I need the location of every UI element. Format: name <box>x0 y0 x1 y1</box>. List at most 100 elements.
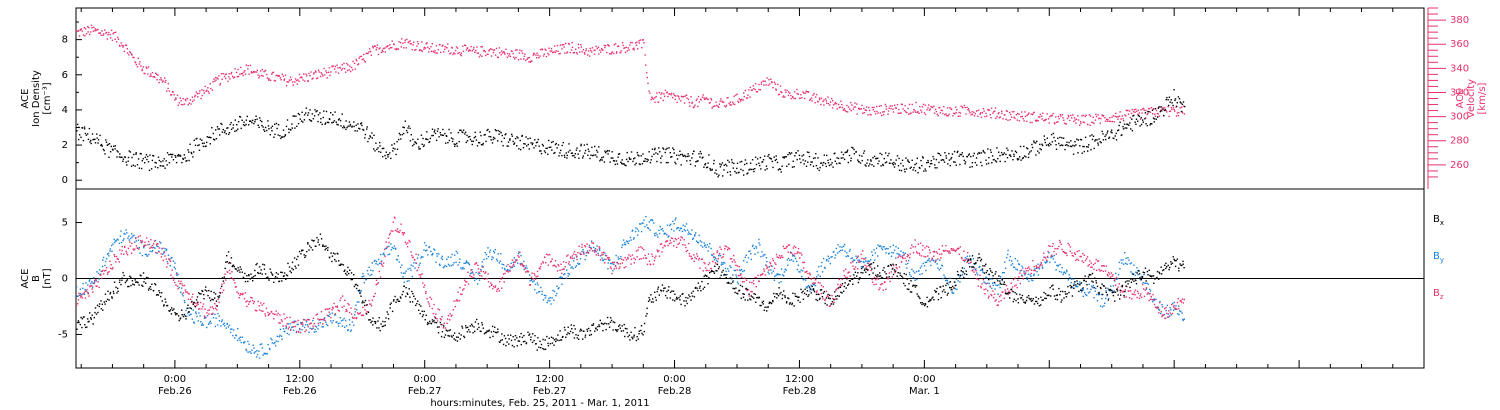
b-series-Bz-point <box>279 314 281 316</box>
velocity-series-point <box>160 77 162 79</box>
b-series-By-point <box>1126 263 1128 265</box>
b-series-Bz-point <box>182 284 184 287</box>
b-series-Bz-point <box>919 242 922 244</box>
b-series-Bz-point <box>250 296 252 299</box>
b-series-Bz-point <box>415 253 417 255</box>
velocity-series-point <box>283 78 286 80</box>
b-series-By-point <box>789 259 791 262</box>
b-series-By-point <box>301 328 303 331</box>
velocity-series-point <box>317 69 320 71</box>
velocity-series-point <box>243 71 245 73</box>
b-series-By-point <box>1096 293 1098 296</box>
b-series-By-point <box>137 239 140 241</box>
b-series-By-point <box>221 320 223 323</box>
density-series-point <box>322 116 324 119</box>
density-series-point <box>432 134 434 137</box>
velocity-series-point <box>1179 107 1181 109</box>
b-series-By-point <box>436 255 438 257</box>
b-series-By-point <box>413 262 415 264</box>
density-series-point <box>132 164 135 166</box>
b-series-Bz-point <box>533 272 535 275</box>
density-series-point <box>672 147 674 149</box>
b-series-By-point <box>621 244 624 246</box>
b-series-By-point <box>856 256 859 258</box>
b-series-By-point <box>423 242 426 244</box>
density-series-point <box>458 140 460 143</box>
b-series-Bz-point <box>903 254 905 256</box>
density-series-point <box>534 139 536 141</box>
b-series-By-point <box>478 279 481 281</box>
b-series-By-point <box>631 230 633 232</box>
velocity-series-point <box>1013 116 1015 118</box>
velocity-series-point <box>823 99 825 101</box>
b-series-Bz-point <box>800 252 802 254</box>
b-series-Bz-point <box>792 247 794 249</box>
b-series-By-point <box>983 281 985 283</box>
density-series-point <box>431 134 433 137</box>
b-series-By-point <box>664 232 667 235</box>
b-series-Bz-point <box>84 297 87 299</box>
density-series-point <box>450 132 452 134</box>
b-series-Bz-point <box>482 271 485 273</box>
density-series-point <box>107 143 109 146</box>
density-series-point <box>456 145 458 147</box>
b-series-Bz-point <box>797 251 799 253</box>
b-series-By-point <box>599 255 602 257</box>
velocity-series-point <box>666 91 668 93</box>
b-series-By-point <box>639 223 641 225</box>
velocity-series-point <box>80 28 83 30</box>
velocity-series-point <box>571 41 573 44</box>
b-series-Bz-point <box>893 264 895 267</box>
b-series-By-point <box>398 261 400 263</box>
density-series-point <box>1064 148 1066 151</box>
density-series-point <box>1135 118 1138 120</box>
velocity-series-point <box>937 114 939 117</box>
b-series-By-point <box>628 240 630 242</box>
velocity-series-point <box>158 81 160 84</box>
density-series-point <box>146 158 148 161</box>
velocity-series-point <box>471 50 473 52</box>
b-series-Bz-point <box>618 267 620 270</box>
velocity-series-point <box>214 80 216 82</box>
b-series-By-point <box>672 220 674 223</box>
density-series-point <box>259 117 261 119</box>
velocity-series-point <box>1063 119 1065 121</box>
b-series-By-point <box>355 304 357 306</box>
b-series-Bz-point <box>375 279 378 281</box>
velocity-series-point <box>81 30 83 32</box>
velocity-series-point <box>772 87 774 89</box>
b-series-Bz-point <box>602 253 604 256</box>
b-series-By-point <box>585 252 588 254</box>
velocity-series-point <box>818 97 821 99</box>
b-series-Bz-point <box>752 280 755 282</box>
density-series-point <box>434 129 436 131</box>
density-series-point <box>178 155 180 157</box>
b-series-By-point <box>1089 291 1091 293</box>
density-series-point <box>179 154 181 156</box>
density-series-point <box>174 154 176 157</box>
b-series-By-point <box>1182 318 1184 321</box>
density-series-point <box>87 133 89 135</box>
b-series-By-point <box>962 274 964 276</box>
velocity-series-point <box>517 59 520 61</box>
density-series-point <box>177 154 180 156</box>
b-series-By-point <box>410 269 412 271</box>
b-series-Bz-point <box>802 261 804 264</box>
b-series-Bz-point <box>610 267 612 270</box>
density-series-point <box>382 156 384 158</box>
b-series-By-point <box>1082 289 1085 291</box>
b-series-By-point <box>619 257 621 260</box>
b-series-Bz-point <box>275 310 277 312</box>
b-series-By-point <box>1070 278 1073 280</box>
b-series-By-point <box>747 257 750 259</box>
density-series-point <box>442 128 444 131</box>
velocity-series-point <box>736 93 738 95</box>
b-series-By-point <box>180 287 183 289</box>
density-series-point <box>524 143 526 145</box>
b-series-By-point <box>596 245 598 247</box>
density-series-point <box>762 159 765 161</box>
velocity-series-point <box>539 48 542 51</box>
velocity-series-point <box>1171 108 1173 111</box>
b-series-By-point <box>436 253 438 255</box>
b-series-Bz-point <box>150 246 152 249</box>
